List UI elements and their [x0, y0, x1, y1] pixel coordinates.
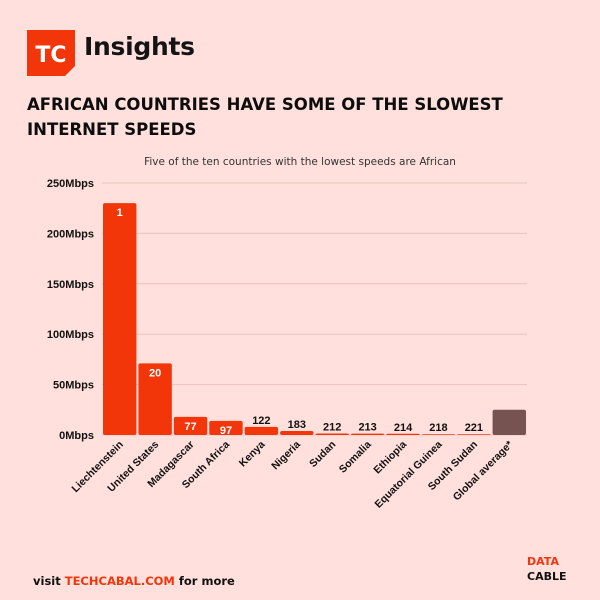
- bar: [493, 410, 526, 435]
- x-category-label: Somalia: [337, 439, 374, 476]
- x-category-label: Equatorial Guinea: [373, 439, 445, 511]
- data-label: 212: [323, 421, 341, 433]
- data-label: 1: [117, 207, 123, 219]
- y-tick-label: 50Mbps: [53, 380, 94, 392]
- y-tick-label: 0Mbps: [59, 430, 94, 442]
- footer-suffix: for more: [175, 574, 235, 588]
- data-label: 183: [288, 419, 306, 431]
- footer-prefix: visit: [33, 574, 65, 588]
- bar: [457, 434, 490, 435]
- x-category-label: Nigeria: [269, 439, 303, 473]
- data-label: 122: [252, 415, 270, 427]
- techcabal-link[interactable]: TECHCABAL.COM: [65, 574, 175, 588]
- data-label: 214: [394, 422, 413, 434]
- bar: [245, 427, 278, 435]
- data-label: 97: [220, 425, 232, 437]
- data-label: 218: [429, 422, 447, 434]
- data-label: 77: [184, 421, 196, 433]
- y-tick-label: 250Mbps: [47, 178, 94, 190]
- bar: [386, 434, 419, 435]
- datacable-logo: DATA CABLE: [527, 554, 567, 584]
- bar: [422, 434, 455, 435]
- data-label: 20: [149, 367, 161, 379]
- data-label: 221: [465, 422, 483, 434]
- datacable-line1: DATA: [527, 554, 567, 569]
- x-category-label: Kenya: [237, 439, 268, 470]
- bar: [280, 431, 313, 435]
- datacable-line2: CABLE: [527, 569, 567, 584]
- y-tick-label: 200Mbps: [47, 228, 94, 240]
- footer-cta: visit TECHCABAL.COM for more: [33, 574, 235, 588]
- data-label: 213: [358, 422, 376, 434]
- bar: [351, 434, 384, 435]
- y-axis-ticks: 0Mbps 50Mbps 100Mbps 150Mbps 200Mbps 250Mbps: [47, 178, 94, 442]
- bar: [316, 433, 349, 435]
- x-category-label: Sudan: [307, 439, 338, 470]
- y-tick-label: 100Mbps: [47, 329, 94, 341]
- bars: [103, 203, 526, 435]
- bar: [103, 203, 136, 435]
- y-tick-label: 150Mbps: [47, 279, 94, 291]
- x-category-label: Global average*: [451, 438, 516, 503]
